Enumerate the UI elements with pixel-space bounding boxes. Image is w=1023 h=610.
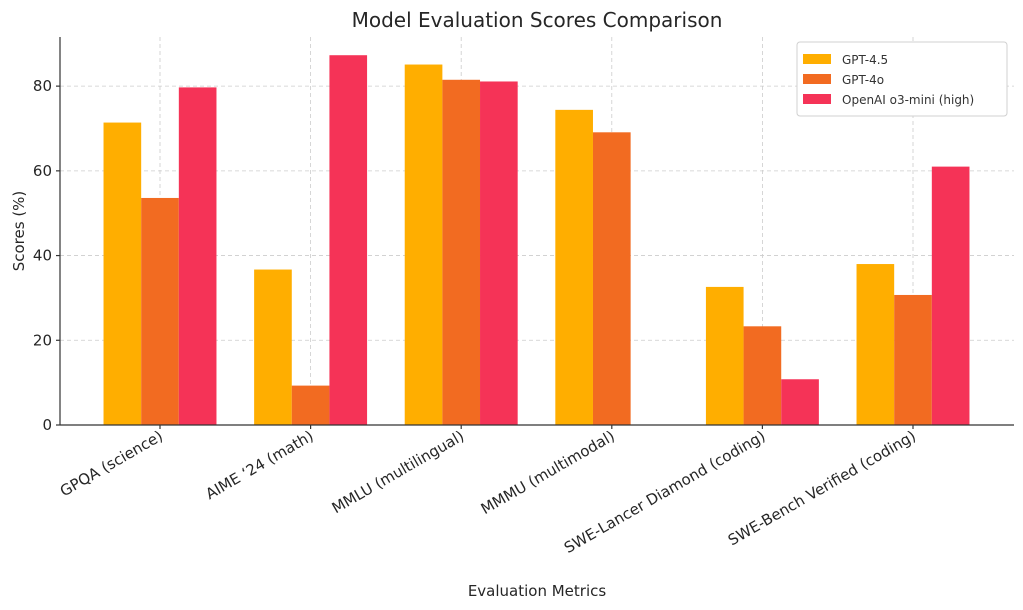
legend-label: GPT-4o [842,73,884,87]
y-tick-label: 60 [33,162,52,180]
y-axis-label: Scores (%) [10,191,28,272]
y-tick-label: 80 [33,77,52,95]
legend-label: OpenAI o3-mini (high) [842,93,974,107]
bar [329,55,368,425]
bar [404,64,443,426]
bar [442,79,481,425]
bar [480,81,518,425]
x-tick-label: GPQA (science) [57,427,166,500]
x-tick-label: AIME ‘24 (math) [202,427,316,503]
bar [254,269,292,425]
y-tick-label: 20 [33,331,52,349]
bar [291,385,330,425]
x-tick-label: MMLU (multilingual) [329,427,467,517]
y-tick-label: 40 [33,247,52,265]
legend-swatch [803,54,831,64]
x-tick-label: MMMU (multimodal) [478,427,618,518]
y-tick-label: 0 [42,416,52,434]
chart-title: Model Evaluation Scores Comparison [352,8,723,32]
legend-swatch [803,94,831,104]
bars-layer [103,55,970,426]
bar [781,379,819,425]
legend: GPT-4.5 GPT-4o OpenAI o3-mini (high) [796,41,1008,117]
bar [743,326,782,425]
bar [931,166,970,425]
bar [856,264,895,425]
bar [592,132,631,426]
legend-frame [796,41,1008,117]
bar [705,286,744,425]
x-ticks: GPQA (science) AIME ‘24 (math) MMLU (multi… [57,425,919,557]
bar [894,294,932,425]
bar [103,122,142,425]
legend-swatch [803,74,831,84]
legend-label: GPT-4.5 [842,53,888,67]
y-ticks: 0 20 40 60 80 [33,77,60,434]
bar [178,87,217,425]
bar [555,109,593,425]
x-axis-label: Evaluation Metrics [468,582,607,600]
bar [141,197,179,425]
